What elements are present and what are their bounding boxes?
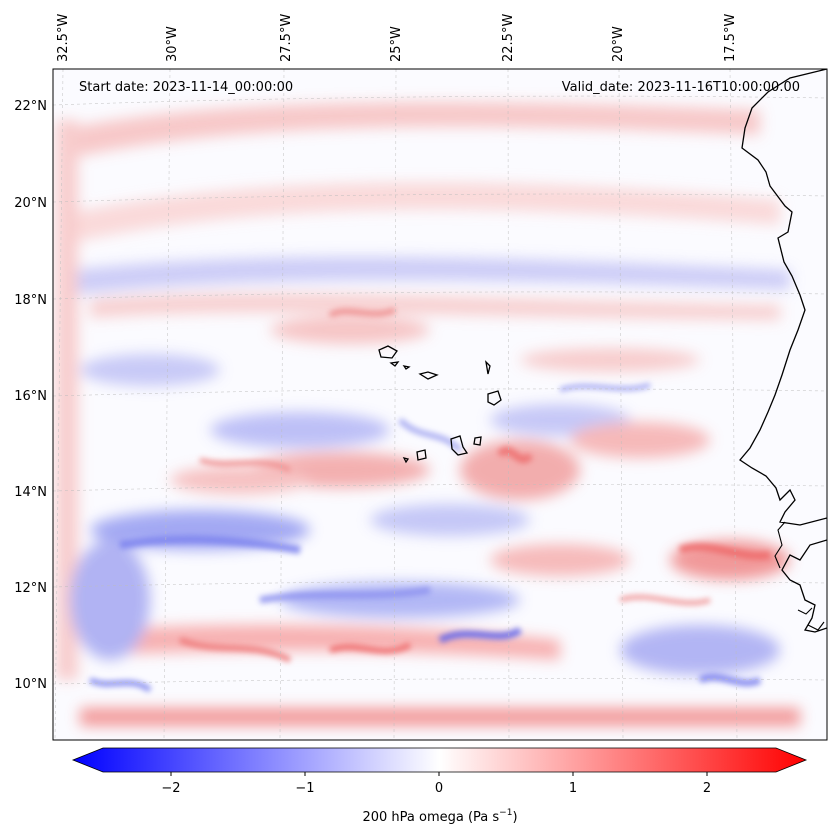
colorbar-ticks [170,772,708,776]
colorbar-bar [71,747,808,773]
lon-label-25w: 25°W [389,26,404,62]
valid-date-label: Valid_date: 2023-11-16T10:00:00.00 [562,80,800,95]
map-frame [52,68,828,741]
lon-label-17.5w: 17.5°W [723,14,738,62]
lat-label-10n: 10°N [14,677,47,692]
bijagos-islands [774,521,825,631]
colorbar-tick-label: 1 [569,781,577,796]
colorbar-title-main: 200 hPa omega (Pa s [362,810,499,825]
colorbar-title-end: ) [512,810,517,825]
longitude-labels: 32.5°W 30°W 27.5°W 25°W 22.5°W 20°W 17.5… [56,14,738,62]
guinea-coastline [781,539,827,633]
cape-verde-islands [378,345,502,464]
colorbar-title: 200 hPa omega (Pa s−1) [362,808,517,825]
lat-label-12n: 12°N [14,581,47,596]
lon-label-20w: 20°W [611,26,626,62]
africa-coastline [739,69,827,526]
colorbar: −2 −1 0 1 2 200 hPa omega (Pa s−1) [71,747,808,825]
latitude-labels: 22°N 20°N 18°N 16°N 14°N 12°N 10°N [14,99,47,692]
lon-label-22.5w: 22.5°W [501,14,516,62]
colorbar-tick-label: 0 [435,781,443,796]
colorbar-tick-label: 2 [703,781,711,796]
start-date-label: Start date: 2023-11-14_00:00:00 [79,80,293,95]
colorbar-title-exp: −1 [499,808,512,818]
lat-label-20n: 20°N [14,196,47,211]
lat-label-14n: 14°N [14,485,47,500]
colorbar-tick-label: −1 [295,781,314,796]
lon-label-27.5w: 27.5°W [279,14,294,62]
lat-label-22n: 22°N [14,99,47,114]
lon-label-32.5w: 32.5°W [56,14,71,62]
lon-label-30w: 30°W [165,26,180,62]
gridlines [53,69,827,740]
lat-label-16n: 16°N [14,389,47,404]
lat-label-18n: 18°N [14,293,47,308]
map-panel [53,69,827,740]
colorbar-tick-label: −2 [161,781,180,796]
